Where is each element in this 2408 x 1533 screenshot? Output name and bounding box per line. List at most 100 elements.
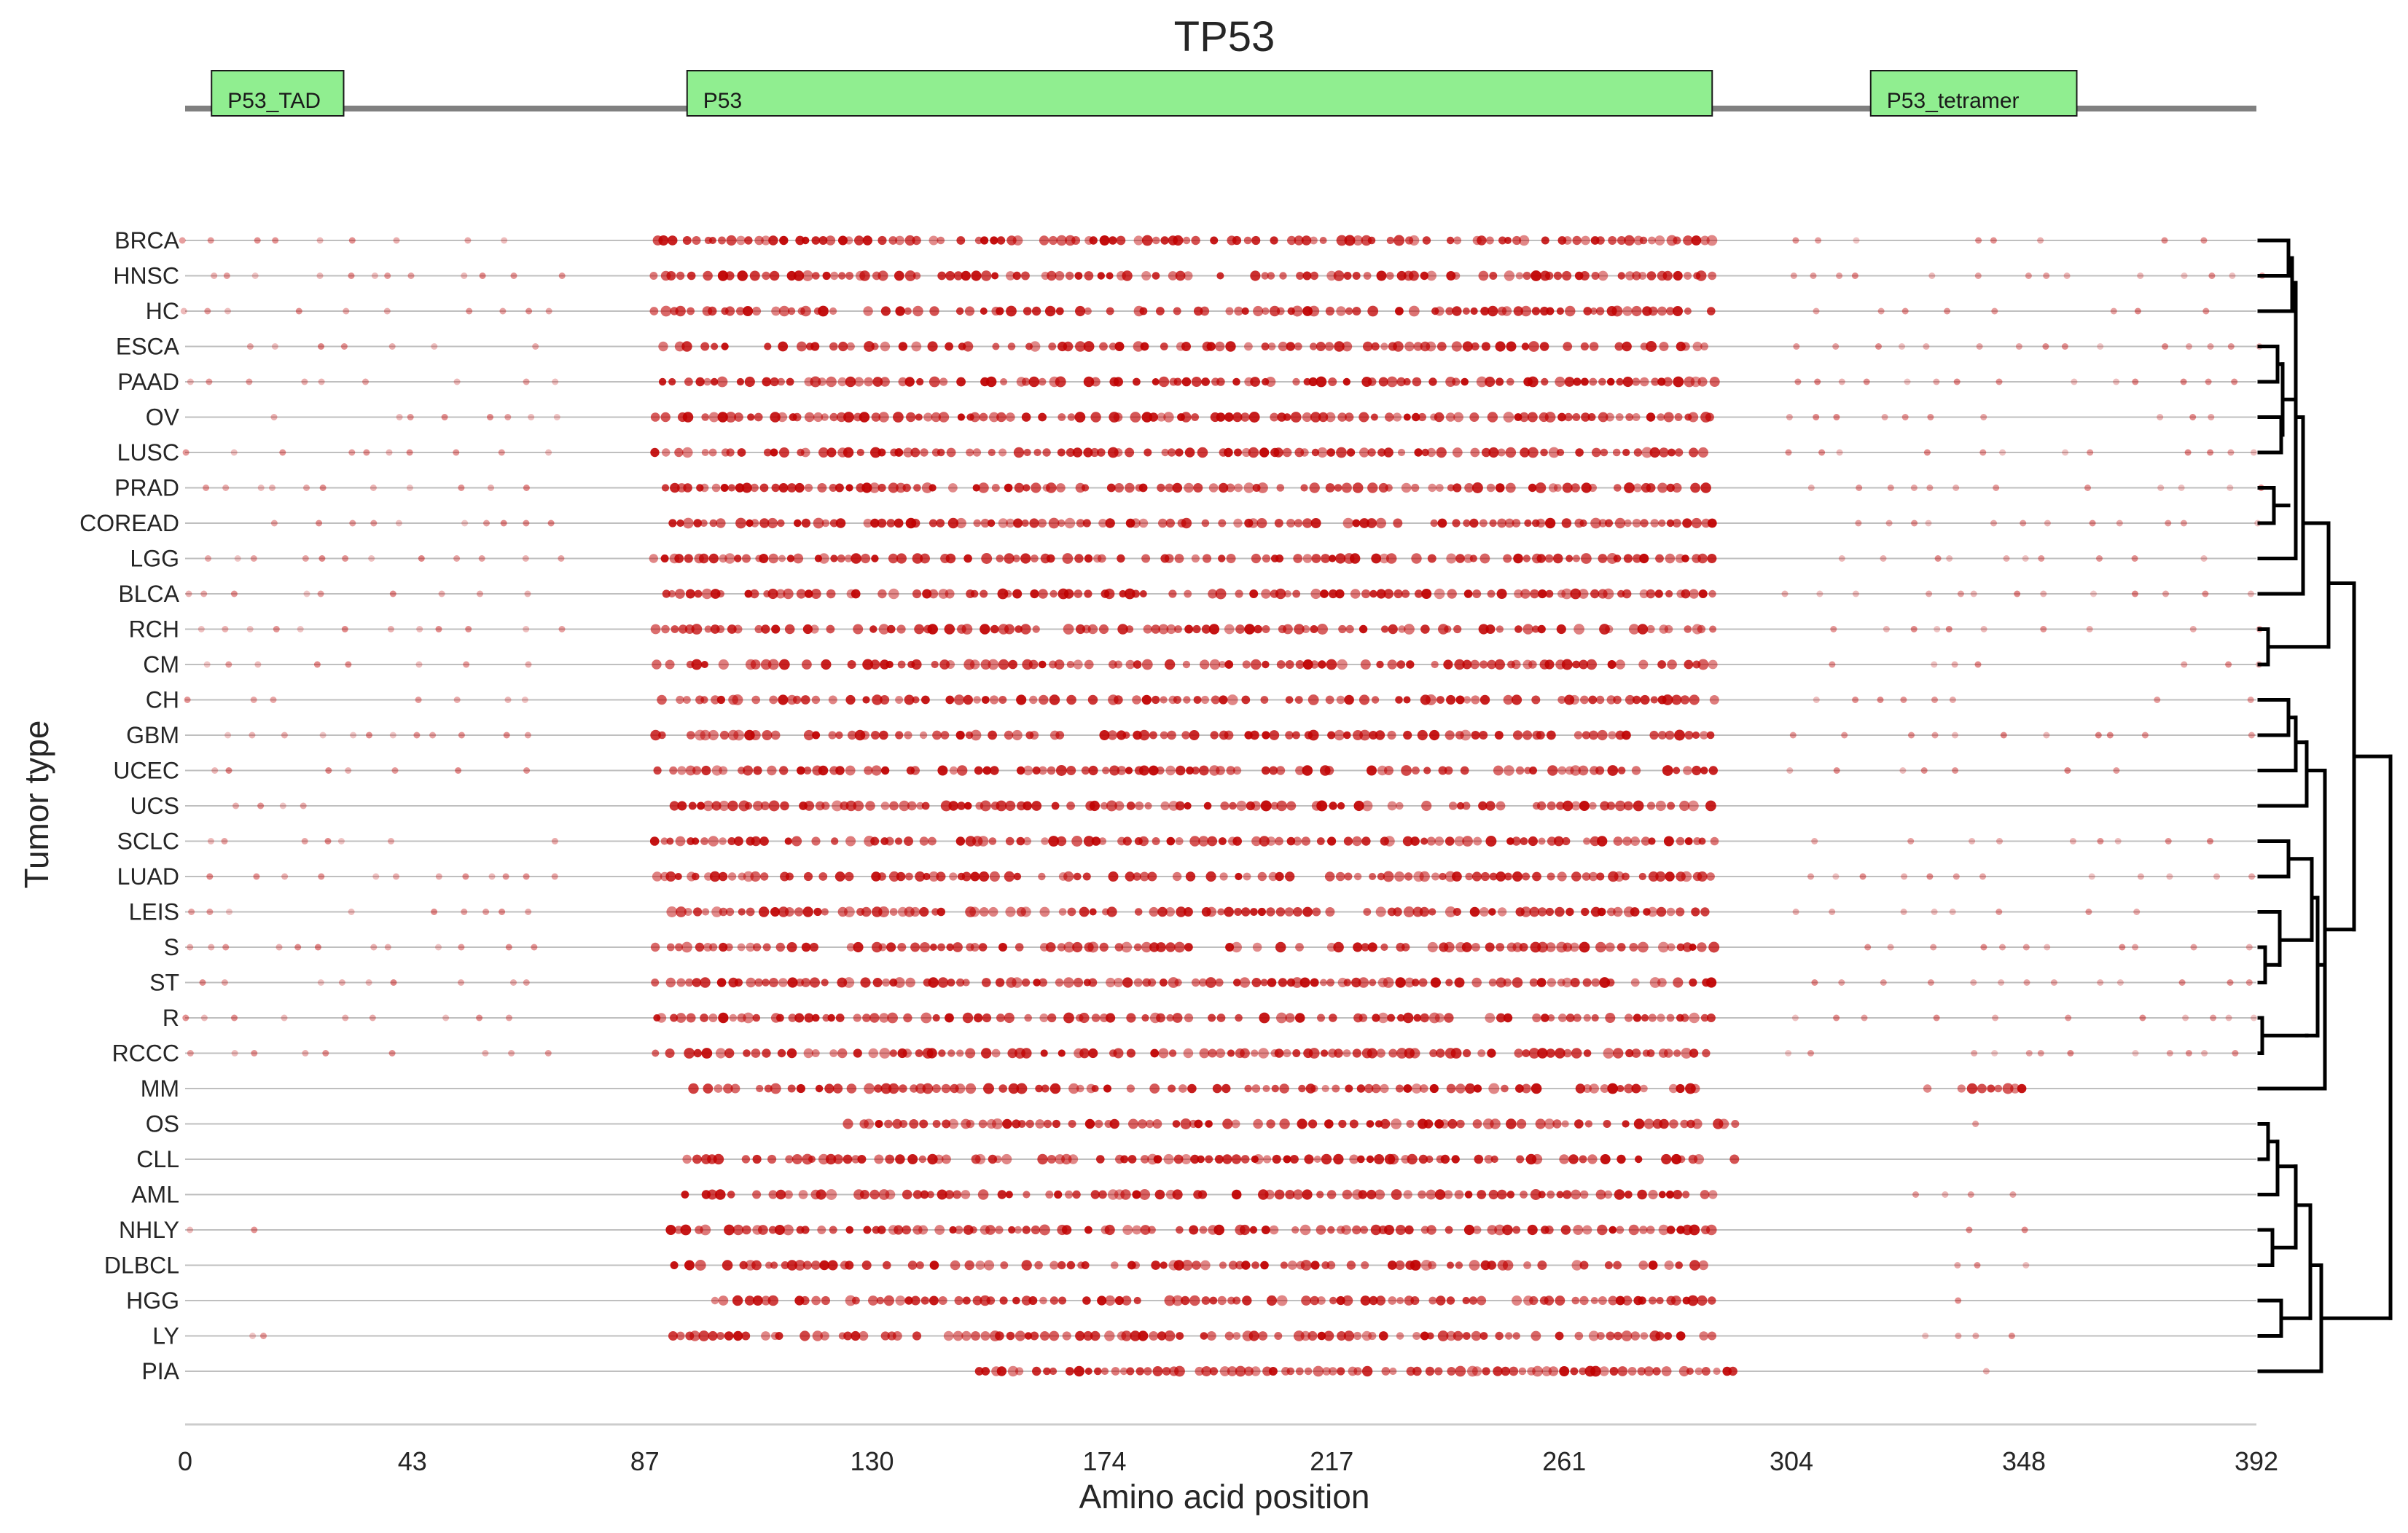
mutation-dot bbox=[1012, 1119, 1021, 1129]
mutation-dot bbox=[1160, 801, 1170, 811]
mutation-dot bbox=[179, 237, 186, 244]
mutation-dot bbox=[1068, 1154, 1079, 1164]
mutation-dot bbox=[826, 624, 835, 634]
mutation-dot bbox=[1487, 589, 1496, 598]
mutation-dot bbox=[1251, 978, 1262, 987]
mutation-dot bbox=[969, 1226, 977, 1234]
mutation-dot bbox=[1342, 377, 1351, 386]
mutation-dot bbox=[787, 483, 797, 493]
mutation-dot bbox=[722, 1260, 733, 1271]
mutation-dot bbox=[661, 624, 670, 634]
mutation-dot bbox=[1183, 1048, 1194, 1059]
mutation-dot bbox=[1605, 942, 1615, 952]
mutation-dot bbox=[914, 624, 924, 635]
mutation-dot bbox=[869, 1013, 880, 1023]
mutation-dot bbox=[2251, 1014, 2257, 1022]
mutation-dot bbox=[910, 766, 920, 775]
mutation-dot bbox=[1934, 555, 1942, 562]
mutation-dot bbox=[1665, 1191, 1674, 1199]
mutation-dot bbox=[753, 801, 763, 811]
mutation-dot bbox=[711, 906, 722, 917]
mutation-dot bbox=[1084, 659, 1094, 670]
mutation-dot bbox=[1926, 873, 1934, 880]
mutation-dot bbox=[1629, 943, 1638, 952]
mutation-dot bbox=[1343, 1330, 1355, 1341]
mutation-dot bbox=[1242, 447, 1251, 458]
mutation-dot bbox=[1583, 307, 1592, 315]
mutation-dot bbox=[1922, 1333, 1929, 1339]
mutation-dot bbox=[1471, 1330, 1482, 1341]
mutation-dot bbox=[843, 977, 855, 988]
mutation-dot bbox=[883, 1295, 895, 1306]
mutation-dot bbox=[1393, 907, 1402, 917]
mutation-dot bbox=[1528, 341, 1539, 352]
mutation-dot bbox=[1910, 485, 1918, 491]
mutation-dot bbox=[837, 1048, 848, 1059]
mutation-dot bbox=[1436, 1048, 1445, 1058]
mutation-dot bbox=[1617, 766, 1626, 775]
mutation-dot bbox=[503, 732, 510, 739]
mutation-dot bbox=[1367, 1189, 1377, 1200]
tumor-type-label: PRAD bbox=[114, 475, 179, 501]
mutation-dot bbox=[746, 977, 756, 988]
mutation-dot bbox=[1454, 1190, 1464, 1199]
mutation-dot bbox=[297, 626, 304, 632]
mutation-dot bbox=[1951, 661, 1958, 668]
mutation-dot bbox=[1547, 978, 1556, 987]
mutation-dot bbox=[1241, 695, 1251, 705]
mutation-dot bbox=[778, 341, 789, 352]
mutation-dot bbox=[1923, 1084, 1932, 1093]
mutation-dot bbox=[1503, 694, 1514, 705]
mutation-dot bbox=[1253, 1154, 1264, 1164]
mutation-dot bbox=[2064, 767, 2071, 774]
mutation-dot bbox=[1409, 235, 1420, 246]
mutation-dot bbox=[476, 1014, 483, 1022]
mutation-dot bbox=[1655, 1331, 1665, 1341]
mutation-dot bbox=[1562, 482, 1573, 493]
mutation-dot bbox=[920, 448, 929, 457]
mutation-dot bbox=[1622, 376, 1633, 388]
mutation-dot bbox=[1426, 1225, 1436, 1235]
mutation-dot bbox=[1511, 694, 1522, 705]
mutation-dot bbox=[1389, 1367, 1397, 1376]
mutation-dot bbox=[1074, 1365, 1084, 1377]
mutation-dot bbox=[1316, 1191, 1324, 1199]
mutation-dot bbox=[658, 377, 667, 386]
mutation-dot bbox=[1512, 836, 1521, 846]
mutation-dot bbox=[1296, 272, 1305, 280]
mutation-dot bbox=[708, 1013, 718, 1022]
mutation-dot bbox=[2025, 273, 2032, 279]
mutation-dot bbox=[1181, 1260, 1193, 1271]
mutation-dot bbox=[1054, 1190, 1063, 1199]
mutation-dot bbox=[978, 1119, 988, 1129]
mutation-dot bbox=[2116, 520, 2123, 527]
mutation-dot bbox=[761, 1331, 770, 1341]
mutation-dot bbox=[846, 342, 855, 351]
mutation-dot bbox=[1282, 447, 1292, 458]
mutation-dot bbox=[1056, 235, 1067, 246]
mutation-dot bbox=[700, 837, 708, 845]
mutation-dot bbox=[1431, 872, 1440, 881]
mutation-dot bbox=[1239, 977, 1251, 988]
mutation-dot bbox=[931, 412, 942, 423]
mutation-dot bbox=[931, 1084, 941, 1093]
mutation-dot bbox=[837, 554, 845, 562]
mutation-dot bbox=[1377, 1012, 1389, 1024]
mutation-dot bbox=[716, 978, 727, 987]
mutation-dot bbox=[1991, 307, 1998, 315]
mutation-dot bbox=[1235, 1013, 1243, 1022]
mutation-dot bbox=[1531, 695, 1541, 705]
mutation-dot bbox=[1352, 482, 1364, 493]
mutation-dot bbox=[1852, 590, 1859, 597]
mutation-dot bbox=[1627, 1367, 1637, 1376]
mutation-dot bbox=[1563, 236, 1572, 245]
mutation-dot bbox=[726, 448, 735, 457]
mutation-dot bbox=[1061, 1225, 1072, 1235]
mutation-dot bbox=[1104, 1224, 1115, 1236]
mutation-dot bbox=[880, 1331, 890, 1341]
mutation-dot bbox=[1690, 482, 1701, 493]
mutation-dot bbox=[649, 307, 659, 315]
mutation-dot bbox=[1342, 341, 1353, 352]
mutation-dot bbox=[1353, 872, 1362, 881]
mutation-dot bbox=[1289, 1155, 1299, 1164]
